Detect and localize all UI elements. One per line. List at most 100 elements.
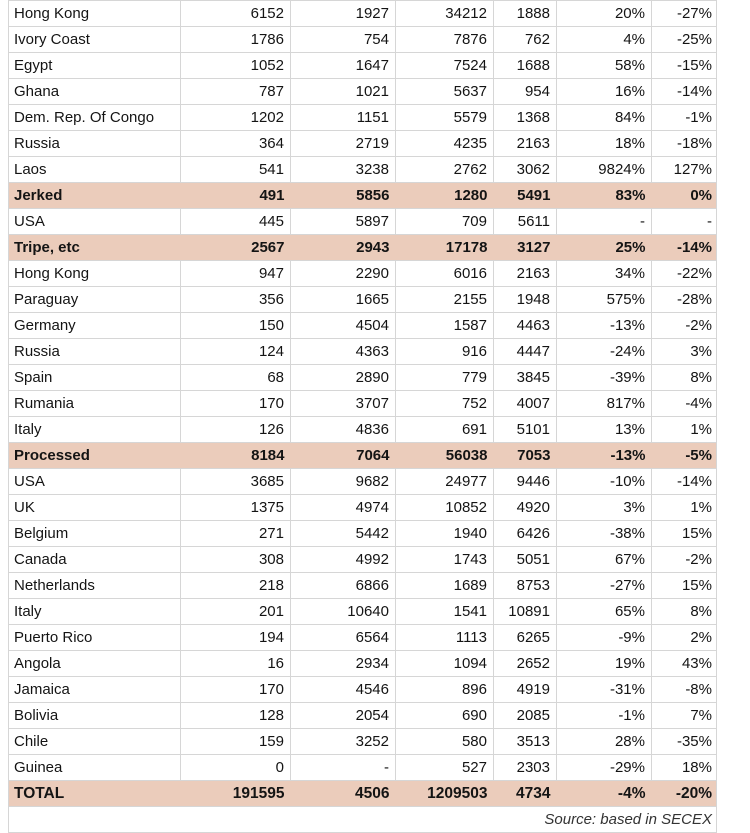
cell-value: 6426 (493, 520, 557, 547)
cell-value: 541 (180, 156, 291, 183)
cell-value: -39% (556, 364, 652, 391)
table-row: Rumania 170 3707 752 4007 817% -4% (8, 390, 717, 417)
cell-value: 6564 (290, 624, 396, 651)
cell-value: 4447 (493, 338, 557, 365)
cell-value: 1% (690, 421, 712, 438)
table-row: Spain 68 2890 779 3845 -39% 8% (8, 364, 717, 391)
table-row: Bolivia 128 2054 690 2085 -1% 7% (8, 702, 717, 729)
cell-value: 15% (681, 525, 712, 542)
cell-value: 1948 (493, 286, 557, 313)
cell-value: 201 (180, 598, 291, 625)
cell-value: 6866 (290, 572, 396, 599)
cell-value: 2163 (493, 260, 557, 287)
cell-value: -38% (556, 520, 652, 547)
cell-value: - (556, 208, 652, 235)
cell-value: 1927 (290, 0, 396, 27)
cell-value: - (707, 213, 712, 230)
cell-value: 1689 (395, 572, 494, 599)
cell-value: 2085 (493, 702, 557, 729)
cell-value: 16 (180, 650, 291, 677)
cell-value: 34212 (395, 0, 494, 27)
row-label: Russia (8, 130, 181, 157)
cell-value: 2155 (395, 286, 494, 313)
cell-value: 3% (690, 343, 712, 360)
row-label: Guinea (8, 754, 181, 781)
cell-value: 2% (690, 629, 712, 646)
total-row: TOTAL 191595 4506 1209503 4734 -4% -20% (8, 780, 717, 807)
cell-value: 128 (180, 702, 291, 729)
table-row: Egypt 1052 1647 7524 1688 58% -15% (8, 52, 717, 79)
cell-value: -18% (676, 135, 712, 152)
cell-value: 4235 (395, 130, 494, 157)
cell-value: 3127 (493, 234, 557, 261)
cell-value: 4463 (493, 312, 557, 339)
data-table: Hong Kong 6152 1927 34212 1888 20% -27% Ivory C… (8, 0, 717, 833)
cell-value: 3685 (180, 468, 291, 495)
cell-value: 364 (180, 130, 291, 157)
table-row: Italy 126 4836 691 5101 13% 1% (8, 416, 717, 443)
cell-value: 1665 (290, 286, 396, 313)
cell-value: 7524 (395, 52, 494, 79)
section-row: Processed 8184 7064 56038 7053 -13% -5% (8, 442, 717, 469)
cell-value: 491 (180, 182, 291, 209)
cell-value: -2% (685, 551, 712, 568)
cell-value: 787 (180, 78, 291, 105)
row-label: Ghana (8, 78, 181, 105)
cell-value: 3062 (493, 156, 557, 183)
cell-value: 947 (180, 260, 291, 287)
cell-value: -10% (556, 468, 652, 495)
row-label: Dem. Rep. Of Congo (8, 104, 181, 131)
row-label: Netherlands (8, 572, 181, 599)
cell-value: 691 (395, 416, 494, 443)
table-row: USA 3685 9682 24977 9446 -10% -14% (8, 468, 717, 495)
cell-value: 218 (180, 572, 291, 599)
cell-value: 1021 (290, 78, 396, 105)
table-row: USA 445 5897 709 5611- - (8, 208, 717, 235)
row-label: Italy (8, 416, 181, 443)
cell-value: 0 (180, 754, 291, 781)
table-row: Russia 124 4363 916 4447 -24% 3% (8, 338, 717, 365)
table-row: Germany 150 4504 1587 4463 -13% -2% (8, 312, 717, 339)
cell-value: 124 (180, 338, 291, 365)
cell-value: 4363 (290, 338, 396, 365)
cell-value: 2054 (290, 702, 396, 729)
cell-value: 1368 (493, 104, 557, 131)
cell-value: 7064 (290, 442, 396, 469)
cell-value: 2290 (290, 260, 396, 287)
cell-value: -24% (556, 338, 652, 365)
row-label: Egypt (8, 52, 181, 79)
section-row: Jerked 491 5856 1280 5491 83% 0% (8, 182, 717, 209)
row-label: Ivory Coast (8, 26, 181, 53)
cell-value: 9682 (290, 468, 396, 495)
cell-value: 7% (690, 707, 712, 724)
cell-value: 6265 (493, 624, 557, 651)
cell-value: 4974 (290, 494, 396, 521)
row-label: Hong Kong (8, 0, 181, 27)
cell-value: -9% (556, 624, 652, 651)
cell-value: -8% (685, 681, 712, 698)
row-label: Bolivia (8, 702, 181, 729)
cell-value: 271 (180, 520, 291, 547)
cell-value: 445 (180, 208, 291, 235)
cell-value: 4920 (493, 494, 557, 521)
row-label: Canada (8, 546, 181, 573)
cell-value: -14% (676, 83, 712, 100)
cell-value: 5491 (493, 182, 557, 209)
table-row: Puerto Rico 194 6564 1113 6265 -9% 2% (8, 624, 717, 651)
cell-value: 1280 (395, 182, 494, 209)
cell-value: 5051 (493, 546, 557, 573)
cell-value: 4546 (290, 676, 396, 703)
cell-value: -31% (556, 676, 652, 703)
table-row: Canada 308 4992 1743 5051 67% -2% (8, 546, 717, 573)
cell-value: 15% (681, 577, 712, 594)
cell-value: 34% (556, 260, 652, 287)
cell-value: 126 (180, 416, 291, 443)
cell-value: 2652 (493, 650, 557, 677)
cell-value: -27% (676, 5, 712, 22)
cell-value: 2163 (493, 130, 557, 157)
cell-value: 779 (395, 364, 494, 391)
cell-value: 1151 (290, 104, 396, 131)
cell-value: 13% (556, 416, 652, 443)
cell-value: 150 (180, 312, 291, 339)
cell-value: -14% (676, 473, 712, 490)
